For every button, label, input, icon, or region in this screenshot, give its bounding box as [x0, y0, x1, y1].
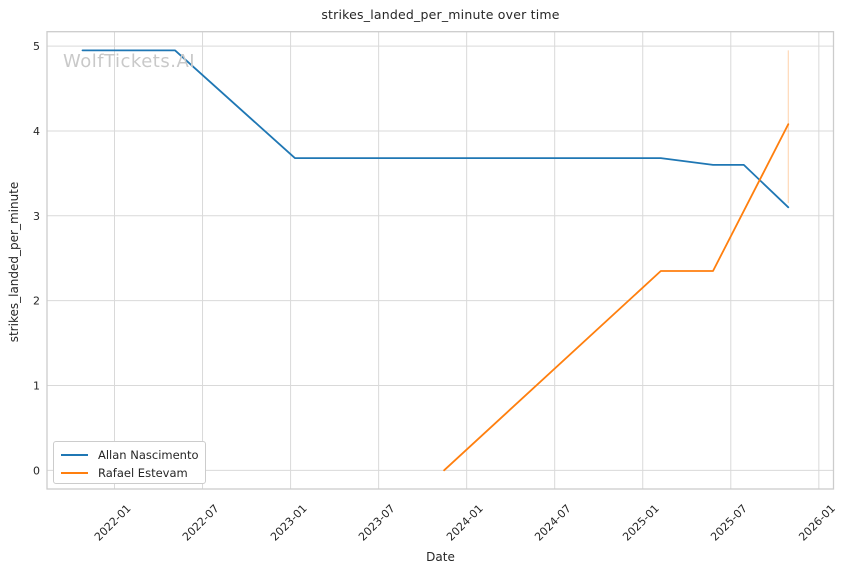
- chart-title: strikes_landed_per_minute over time: [321, 7, 560, 22]
- y-tick-label: 2: [33, 295, 40, 308]
- x-tick-label: 2024-07: [532, 502, 574, 544]
- legend-label: Rafael Estevam: [98, 466, 188, 480]
- x-tick-label: 2024-01: [444, 502, 486, 544]
- legend: Allan Nascimento Rafael Estevam: [53, 441, 206, 484]
- x-tick-label: 2022-07: [180, 502, 222, 544]
- legend-line-swatch-orange: [61, 472, 88, 474]
- x-tick-label: 2025-01: [620, 502, 662, 544]
- legend-label: Allan Nascimento: [98, 448, 199, 462]
- y-axis-label: strikes_landed_per_minute: [7, 181, 21, 343]
- watermark: WolfTickets.AI: [63, 51, 196, 72]
- plot-border: [46, 31, 835, 490]
- x-tick-label: 2025-07: [708, 502, 750, 544]
- y-tick-label: 3: [33, 210, 40, 223]
- y-tick-label: 0: [33, 464, 40, 477]
- legend-line-swatch-blue: [61, 454, 88, 456]
- x-tick-label: 2023-01: [268, 502, 310, 544]
- y-tick-label: 5: [33, 40, 40, 53]
- series-line-rafael-estevam: [443, 123, 790, 472]
- x-tick-label: 2023-07: [356, 502, 398, 544]
- x-tick-label: 2022-01: [92, 502, 134, 544]
- legend-item: Rafael Estevam: [61, 464, 205, 482]
- y-tick-label: 4: [33, 125, 40, 138]
- series-line-allan-nascimento: [81, 49, 790, 209]
- x-axis-label: Date: [426, 550, 455, 564]
- legend-item: Allan Nascimento: [61, 446, 205, 464]
- x-tick-label: 2026-01: [796, 502, 838, 544]
- y-tick-label: 1: [33, 379, 40, 392]
